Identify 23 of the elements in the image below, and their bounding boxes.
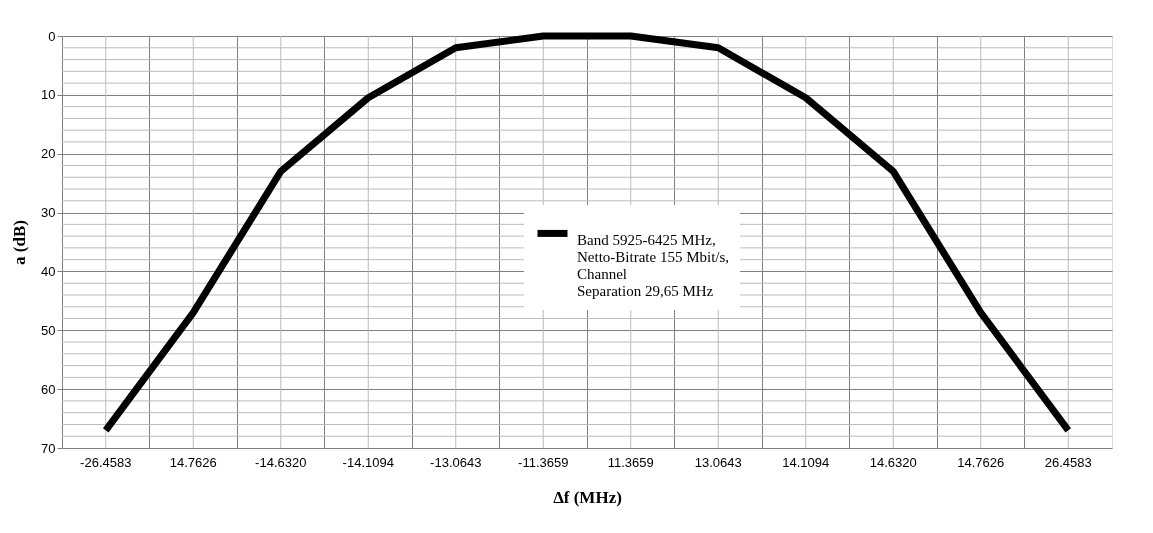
x-tick-label: 13.0643 — [694, 454, 742, 470]
x-tick-label: 14.6320 — [869, 454, 917, 470]
x-tick-label: 14.7626 — [169, 454, 217, 470]
y-tick-label: 70 — [41, 440, 56, 456]
y-tick-label: 50 — [41, 322, 56, 338]
y-tick-label: 20 — [41, 146, 56, 162]
x-tick-label: -14.6320 — [255, 454, 307, 470]
x-tick-label: 14.7626 — [957, 454, 1005, 470]
y-tick-label: 30 — [41, 205, 56, 221]
y-tick-label: 10 — [41, 87, 56, 103]
y-tick-label: 60 — [41, 381, 56, 397]
x-tick-label: -14.1094 — [342, 454, 394, 470]
x-tick-label: -13.0643 — [430, 454, 482, 470]
x-tick-label: 26.4583 — [1044, 454, 1092, 470]
x-tick-label: 14.1094 — [782, 454, 830, 470]
x-axis-title: Δf (MHz) — [553, 487, 622, 507]
x-tick-label: 11.3659 — [607, 454, 654, 470]
y-axis-title: a (dB) — [10, 220, 30, 265]
x-tick-label: -11.3659 — [518, 454, 569, 470]
y-tick-label: 0 — [48, 28, 56, 44]
x-tick-label: -26.4583 — [80, 454, 132, 470]
y-tick-label: 40 — [41, 263, 56, 279]
legend-label: Band 5925-6425 MHz, Netto-Bitrate 155 Mbit/s, Channel Separation 29,65 MHz — [577, 232, 730, 300]
